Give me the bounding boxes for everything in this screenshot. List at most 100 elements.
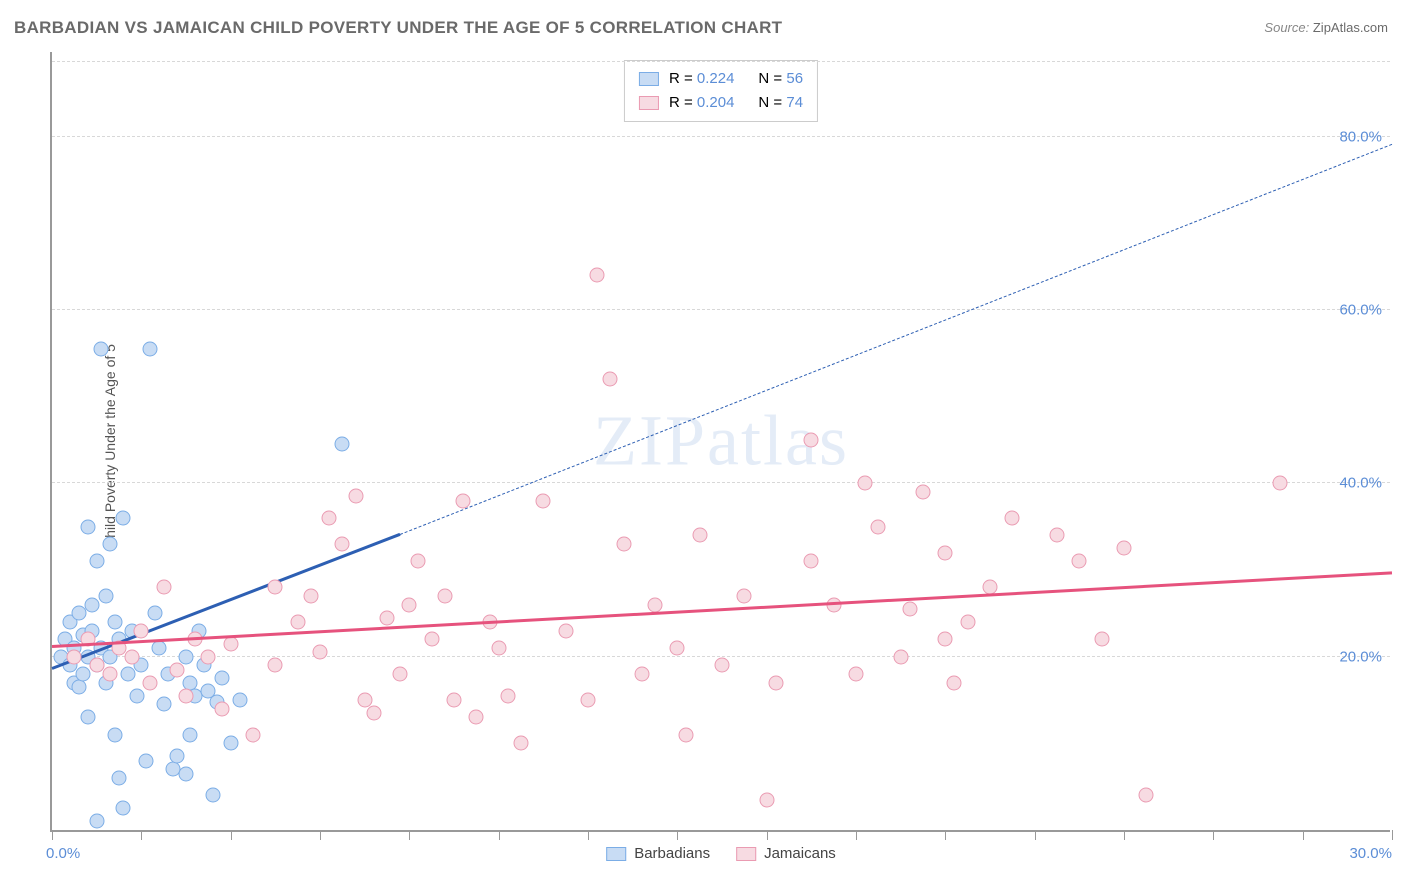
data-point <box>89 554 104 569</box>
legend-r: R = 0.204 <box>669 91 734 115</box>
data-point <box>469 710 484 725</box>
data-point <box>893 649 908 664</box>
data-point <box>715 658 730 673</box>
legend-swatch <box>606 847 626 861</box>
x-tick <box>409 830 410 840</box>
data-point <box>103 667 118 682</box>
data-point <box>947 675 962 690</box>
x-tick <box>1213 830 1214 840</box>
plot-area: ZIPatlas R = 0.224N = 56R = 0.204N = 74 … <box>50 52 1390 832</box>
data-point <box>804 433 819 448</box>
gridline-h <box>52 482 1390 483</box>
data-point <box>581 693 596 708</box>
data-point <box>938 632 953 647</box>
x-tick <box>945 830 946 840</box>
data-point <box>129 688 144 703</box>
series-legend-item: Jamaicans <box>736 845 836 862</box>
data-point <box>670 641 685 656</box>
data-point <box>183 727 198 742</box>
data-point <box>393 667 408 682</box>
data-point <box>589 268 604 283</box>
data-point <box>603 372 618 387</box>
data-point <box>89 814 104 829</box>
data-point <box>125 649 140 664</box>
data-point <box>737 589 752 604</box>
data-point <box>634 667 649 682</box>
legend-stat-row: R = 0.204 N = 74 <box>639 91 803 115</box>
gridline-h <box>52 136 1390 137</box>
data-point <box>558 623 573 638</box>
data-point <box>80 710 95 725</box>
data-point <box>380 610 395 625</box>
gridline-h <box>52 61 1390 62</box>
data-point <box>152 641 167 656</box>
data-point <box>71 680 86 695</box>
x-tick <box>1303 830 1304 840</box>
data-point <box>107 615 122 630</box>
data-point <box>500 688 515 703</box>
data-point <box>268 658 283 673</box>
data-point <box>692 528 707 543</box>
y-tick-label: 20.0% <box>1339 648 1382 665</box>
data-point <box>902 602 917 617</box>
legend-n: N = 74 <box>758 91 803 115</box>
data-point <box>134 623 149 638</box>
data-point <box>147 606 162 621</box>
y-tick-label: 60.0% <box>1339 302 1382 319</box>
data-point <box>304 589 319 604</box>
data-point <box>366 706 381 721</box>
x-tick <box>1124 830 1125 840</box>
data-point <box>80 519 95 534</box>
data-point <box>402 597 417 612</box>
data-point <box>89 658 104 673</box>
x-tick <box>320 830 321 840</box>
data-point <box>232 693 247 708</box>
data-point <box>1050 528 1065 543</box>
series-name: Barbadians <box>634 845 710 862</box>
data-point <box>938 545 953 560</box>
data-point <box>455 493 470 508</box>
data-point <box>179 688 194 703</box>
data-point <box>138 753 153 768</box>
trend-line <box>400 144 1392 535</box>
x-tick <box>52 830 53 840</box>
data-point <box>143 342 158 357</box>
data-point <box>424 632 439 647</box>
data-point <box>205 788 220 803</box>
data-point <box>1094 632 1109 647</box>
data-point <box>849 667 864 682</box>
data-point <box>857 476 872 491</box>
data-point <box>916 485 931 500</box>
data-point <box>120 667 135 682</box>
data-point <box>156 697 171 712</box>
data-point <box>76 667 91 682</box>
series-name: Jamaicans <box>764 845 836 862</box>
data-point <box>616 537 631 552</box>
data-point <box>156 580 171 595</box>
legend-stat-row: R = 0.224 N = 56 <box>639 67 803 91</box>
chart-container: BARBADIAN VS JAMAICAN CHILD POVERTY UNDE… <box>0 0 1406 892</box>
legend-swatch <box>639 96 659 110</box>
data-point <box>170 662 185 677</box>
data-point <box>321 511 336 526</box>
data-point <box>112 771 127 786</box>
x-tick <box>141 830 142 840</box>
data-point <box>1072 554 1087 569</box>
legend-n: N = 56 <box>758 67 803 91</box>
data-point <box>201 649 216 664</box>
data-point <box>536 493 551 508</box>
legend-r: R = 0.224 <box>669 67 734 91</box>
data-point <box>1117 541 1132 556</box>
x-tick <box>1035 830 1036 840</box>
chart-source: Source: ZipAtlas.com <box>1264 20 1388 35</box>
y-tick-label: 80.0% <box>1339 128 1382 145</box>
x-tick <box>499 830 500 840</box>
data-point <box>214 701 229 716</box>
data-point <box>447 693 462 708</box>
x-tick <box>856 830 857 840</box>
x-tick <box>231 830 232 840</box>
x-tick-label: 30.0% <box>1349 845 1392 862</box>
x-tick-label: 0.0% <box>46 845 80 862</box>
series-legend-item: Barbadians <box>606 845 710 862</box>
series-legend: Barbadians Jamaicans <box>606 845 836 862</box>
